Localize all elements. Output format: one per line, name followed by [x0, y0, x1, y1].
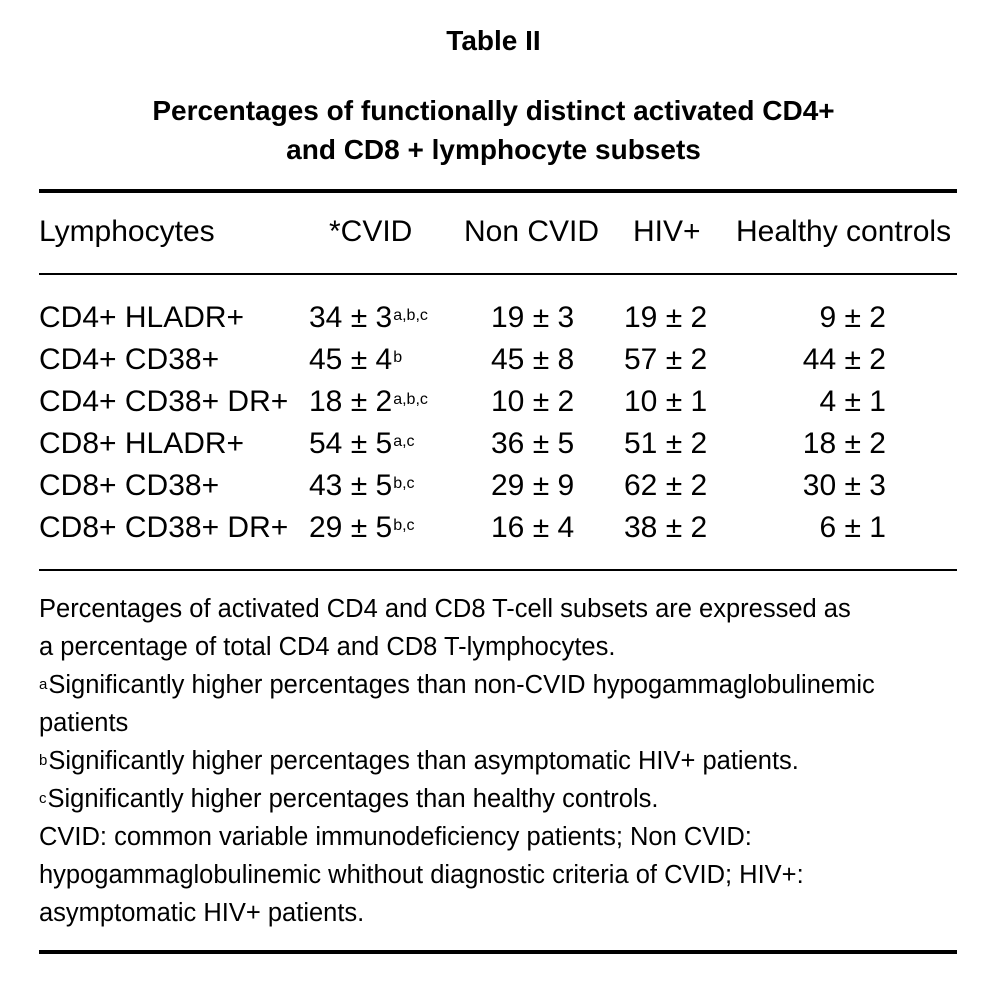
- footnote-marker: a,c: [393, 433, 415, 450]
- footnote-a: aSignificantly higher percentages than n…: [39, 671, 875, 699]
- abbreviations-line-1: CVID: common variable immunodeficiency p…: [39, 823, 752, 851]
- table-footnotes: Percentages of activated CD4 and CD8 T-c…: [39, 590, 959, 932]
- table-row: CD4+ CD38+ 45 ± 4b 45 ± 8 57 ± 2 44 ± 2: [0, 342, 987, 384]
- hiv-cell: 38 ± 2: [624, 511, 708, 544]
- footnote-marker: b: [393, 349, 403, 366]
- hiv-cell: 19 ± 2: [624, 301, 708, 334]
- footnote-marker: b,c: [393, 475, 415, 492]
- footnote-intro-line-1: Percentages of activated CD4 and CD8 T-c…: [39, 595, 851, 623]
- healthy-cell: 30 ± 3: [802, 469, 886, 502]
- healthy-cell: 18 ± 2: [802, 427, 886, 460]
- header-hiv: HIV+: [633, 215, 701, 248]
- hiv-cell: 62 ± 2: [624, 469, 708, 502]
- non-cvid-cell: 16 ± 4: [491, 511, 575, 544]
- non-cvid-cell: 36 ± 5: [491, 427, 575, 460]
- row-label: CD4+ CD38+ DR+: [39, 385, 289, 418]
- bottom-rule: [39, 950, 957, 954]
- footnote-marker: a,b,c: [393, 391, 428, 408]
- table-row: CD8+ HLADR+ 54 ± 5a,c 36 ± 5 51 ± 2 18 ±…: [0, 426, 987, 468]
- footnote-marker: a,b,c: [393, 307, 428, 324]
- cvid-cell: 54 ± 5a,c: [309, 427, 415, 460]
- table-row: CD8+ CD38+ DR+ 29 ± 5b,c 16 ± 4 38 ± 2 6…: [0, 510, 987, 552]
- hiv-cell: 51 ± 2: [624, 427, 708, 460]
- footnote-intro-line-2: a percentage of total CD4 and CD8 T-lymp…: [39, 633, 616, 661]
- footnote-a-continued: patients: [39, 709, 129, 737]
- table-title-line-2: and CD8 + lymphocyte subsets: [286, 134, 701, 165]
- footnote-b: bSignificantly higher percentages than a…: [39, 747, 799, 775]
- body-bottom-rule: [39, 569, 957, 571]
- cvid-cell: 43 ± 5b,c: [309, 469, 415, 502]
- table-row: CD4+ CD38+ DR+ 18 ± 2a,b,c 10 ± 2 10 ± 1…: [0, 384, 987, 426]
- non-cvid-cell: 19 ± 3: [491, 301, 575, 334]
- non-cvid-cell: 45 ± 8: [491, 343, 575, 376]
- footnote-a-marker: a: [39, 676, 48, 693]
- header-cvid: *CVID: [329, 215, 413, 248]
- row-label: CD4+ HLADR+: [39, 301, 245, 334]
- header-lymphocytes: Lymphocytes: [39, 215, 215, 248]
- cvid-cell: 18 ± 2a,b,c: [309, 385, 428, 418]
- table-row: CD8+ CD38+ 43 ± 5b,c 29 ± 9 62 ± 2 30 ± …: [0, 468, 987, 510]
- non-cvid-cell: 29 ± 9: [491, 469, 575, 502]
- table-row: CD4+ HLADR+ 34 ± 3a,b,c 19 ± 3 19 ± 2 9 …: [0, 300, 987, 342]
- hiv-cell: 57 ± 2: [624, 343, 708, 376]
- cvid-cell: 34 ± 3a,b,c: [309, 301, 428, 334]
- healthy-cell: 4 ± 1: [819, 385, 886, 418]
- header-healthy-controls: Healthy controls: [736, 215, 952, 248]
- cvid-cell: 29 ± 5b,c: [309, 511, 415, 544]
- healthy-cell: 44 ± 2: [802, 343, 886, 376]
- healthy-cell: 6 ± 1: [819, 511, 886, 544]
- header-non-cvid: Non CVID: [464, 215, 600, 248]
- footnote-marker: b,c: [393, 517, 415, 534]
- table-label: Table II: [446, 25, 541, 56]
- abbreviations-line-3: asymptomatic HIV+ patients.: [39, 899, 365, 927]
- table-title-line-1: Percentages of functionally distinct act…: [152, 95, 835, 126]
- row-label: CD8+ CD38+: [39, 469, 220, 502]
- footnote-c-marker: c: [39, 790, 47, 807]
- footnote-c: cSignificantly higher percentages than h…: [39, 785, 659, 813]
- hiv-cell: 10 ± 1: [624, 385, 708, 418]
- abbreviations-line-2: hypogammaglobulinemic whithout diagnosti…: [39, 861, 804, 889]
- footnote-b-marker: b: [39, 752, 48, 769]
- top-rule: [39, 189, 957, 193]
- header-rule: [39, 273, 957, 275]
- row-label: CD4+ CD38+: [39, 343, 220, 376]
- healthy-cell: 9 ± 2: [819, 301, 886, 334]
- row-label: CD8+ HLADR+: [39, 427, 245, 460]
- row-label: CD8+ CD38+ DR+: [39, 511, 289, 544]
- non-cvid-cell: 10 ± 2: [491, 385, 575, 418]
- cvid-cell: 45 ± 4b: [309, 343, 403, 376]
